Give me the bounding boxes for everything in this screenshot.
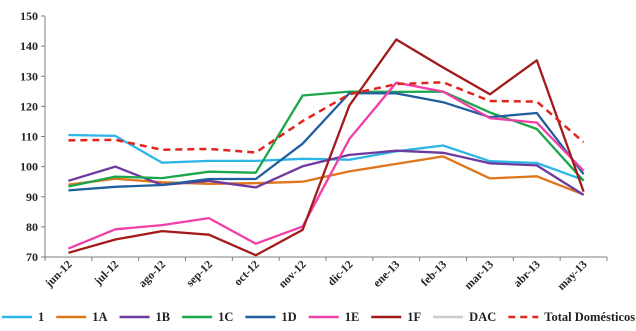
series-line-1	[68, 133, 584, 181]
series-line-1e	[67, 81, 585, 250]
y-tick-label: 110	[21, 130, 38, 144]
y-tick-label: 80	[26, 220, 38, 234]
series-line-total-dom-sticos	[68, 81, 585, 154]
y-tick-label: 120	[20, 99, 38, 113]
x-tick-label: jun-12	[43, 258, 75, 290]
legend-item: 1E	[308, 310, 360, 324]
y-tick-label: 150	[20, 9, 38, 23]
x-tick-label: abr-13	[512, 258, 543, 289]
series-line-1c	[68, 90, 585, 188]
series-line-1d	[68, 91, 585, 192]
legend-label: Total Domésticos	[544, 310, 635, 324]
legend-label: 1B	[156, 310, 171, 324]
x-axis: jun-12 jul-12 ago-12 sep-12 oct-12 nov-12 dic-…	[43, 256, 608, 293]
x-tick-label: ago-12	[137, 258, 169, 290]
x-tick-label: sep-12	[184, 258, 215, 289]
legend-label: 1D	[281, 310, 296, 324]
legend-item: 1	[2, 310, 44, 324]
legend-label: DAC	[469, 310, 496, 324]
series-lines	[67, 38, 585, 257]
x-tick-label: nov-12	[277, 258, 309, 290]
y-axis: 70 80 90 100 110 120 130 140 150	[20, 9, 46, 264]
legend-item: 1B	[119, 310, 171, 324]
legend-label: 1C	[218, 310, 233, 324]
x-tick-label: dic-12	[326, 258, 356, 288]
y-tick-label: 140	[20, 39, 38, 53]
y-tick-label: 130	[20, 69, 38, 83]
legend: 1 1A 1B 1C 1D 1E 1F DAC Total Domésticos	[2, 310, 635, 324]
legend-label: 1E	[345, 310, 360, 324]
legend-label: 1	[38, 310, 44, 324]
x-tick-label: feb-13	[419, 258, 449, 288]
x-tick-label: may-13	[555, 258, 589, 292]
legend-item: 1D	[245, 310, 297, 324]
y-tick-label: 90	[26, 190, 38, 204]
y-tick-label: 70	[26, 250, 38, 264]
series-line-1f	[68, 38, 585, 257]
x-tick-label: ene-13	[371, 258, 402, 289]
series-line-1b	[68, 149, 585, 196]
y-tick-label: 100	[20, 160, 38, 174]
legend-item: 1F	[371, 310, 422, 324]
legend-item: DAC	[433, 310, 496, 324]
x-tick-label: mar-13	[463, 258, 497, 292]
legend-item: 1C	[182, 310, 233, 324]
legend-label: 1A	[92, 310, 107, 324]
legend-item: 1A	[56, 310, 108, 324]
x-tick-label: jul-12	[92, 258, 122, 288]
legend-item: Total Domésticos	[508, 310, 635, 324]
x-tick-label: oct-12	[232, 258, 262, 288]
legend-label: 1F	[407, 310, 421, 324]
